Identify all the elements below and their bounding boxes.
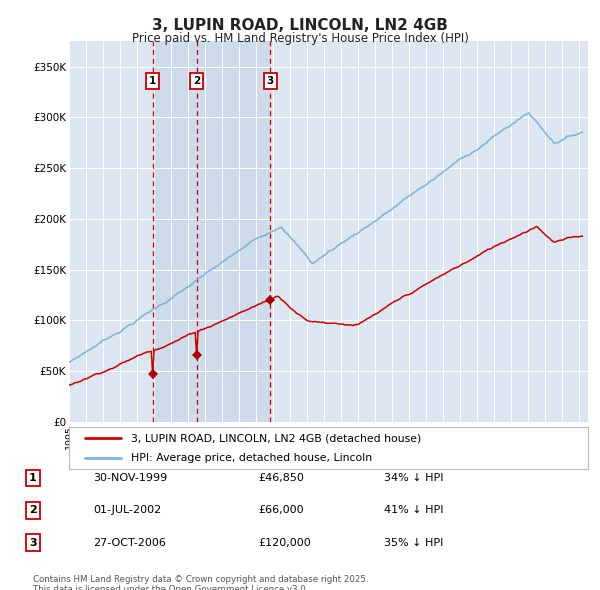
- Text: 3, LUPIN ROAD, LINCOLN, LN2 4GB: 3, LUPIN ROAD, LINCOLN, LN2 4GB: [152, 18, 448, 32]
- Bar: [153, 41, 197, 422]
- Text: 1: 1: [149, 76, 157, 86]
- Bar: [197, 41, 271, 422]
- Text: £66,000: £66,000: [258, 506, 304, 515]
- Text: 34% ↓ HPI: 34% ↓ HPI: [384, 473, 443, 483]
- Text: 2: 2: [29, 506, 37, 515]
- Text: £46,850: £46,850: [258, 473, 304, 483]
- Text: £120,000: £120,000: [258, 538, 311, 548]
- Text: 27-OCT-2006: 27-OCT-2006: [93, 538, 166, 548]
- Text: 1: 1: [29, 473, 37, 483]
- Text: HPI: Average price, detached house, Lincoln: HPI: Average price, detached house, Linc…: [131, 453, 373, 463]
- Text: 30-NOV-1999: 30-NOV-1999: [93, 473, 167, 483]
- Text: 3, LUPIN ROAD, LINCOLN, LN2 4GB (detached house): 3, LUPIN ROAD, LINCOLN, LN2 4GB (detache…: [131, 433, 422, 443]
- Text: 3: 3: [266, 76, 274, 86]
- Text: 01-JUL-2002: 01-JUL-2002: [93, 506, 161, 515]
- Text: Price paid vs. HM Land Registry's House Price Index (HPI): Price paid vs. HM Land Registry's House …: [131, 32, 469, 45]
- Text: 35% ↓ HPI: 35% ↓ HPI: [384, 538, 443, 548]
- Text: 3: 3: [29, 538, 37, 548]
- Text: 2: 2: [193, 76, 200, 86]
- Text: Contains HM Land Registry data © Crown copyright and database right 2025.
This d: Contains HM Land Registry data © Crown c…: [33, 575, 368, 590]
- Text: 41% ↓ HPI: 41% ↓ HPI: [384, 506, 443, 515]
